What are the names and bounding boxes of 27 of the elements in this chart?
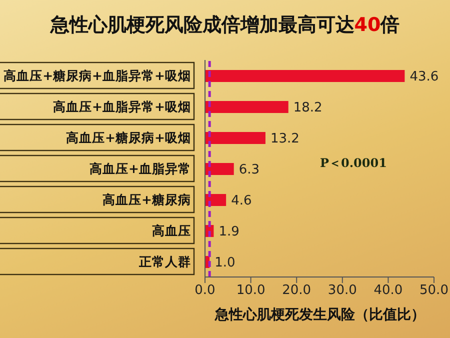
x-tick-label: 0.0 xyxy=(194,283,216,298)
x-tick-label: 30.0 xyxy=(328,283,357,298)
x-tick-label: 40.0 xyxy=(374,283,403,298)
y-tick-label: 高血压+糖尿病 xyxy=(102,192,191,207)
bar xyxy=(205,132,266,144)
chart-title: 急性心肌梗死风险成倍增加最高可达40倍 xyxy=(50,14,400,36)
data-label: 4.6 xyxy=(231,194,252,209)
data-label: 1.0 xyxy=(214,256,236,271)
x-axis-title: 急性心肌梗死发生风险（比值比） xyxy=(214,306,426,324)
data-label: 13.2 xyxy=(270,132,300,147)
data-label: 18.2 xyxy=(293,100,322,116)
y-tick-label: 正常人群 xyxy=(138,254,191,269)
data-label: 6.3 xyxy=(238,162,260,178)
bar xyxy=(205,101,288,113)
data-label: 43.6 xyxy=(410,70,439,85)
y-tick-label: 高血压+糖尿病+吸烟 xyxy=(66,130,191,145)
x-tick-label: 50.0 xyxy=(420,283,448,298)
x-tick-label: 20.0 xyxy=(282,283,312,298)
annotation: P＜0.0001 xyxy=(320,155,387,172)
y-tick-label: 高血压+血脂异常+吸烟 xyxy=(53,99,191,114)
bar xyxy=(205,70,405,82)
bar xyxy=(205,163,234,175)
y-tick-label: 高血压 xyxy=(152,223,191,238)
x-tick-label: 10.0 xyxy=(236,283,266,298)
data-label: 1.9 xyxy=(218,224,240,240)
y-tick-label: 高血压+糖尿病+血脂异常+吸烟 xyxy=(4,68,191,83)
y-tick-label: 高血压+血脂异常 xyxy=(90,161,191,176)
